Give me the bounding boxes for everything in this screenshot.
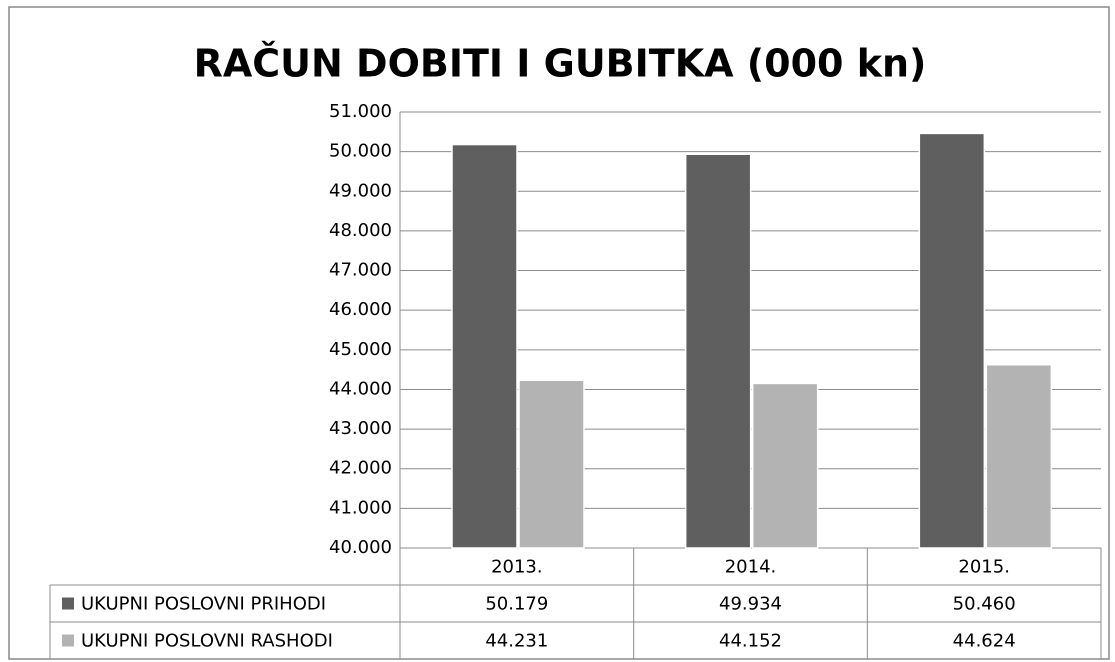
y-tick-label: 45.000 bbox=[329, 339, 392, 360]
y-tick-label: 50.000 bbox=[329, 141, 392, 162]
legend-key bbox=[62, 634, 74, 647]
data-label: 44.152 bbox=[719, 631, 782, 652]
y-tick-label: 40.000 bbox=[329, 537, 392, 558]
legend-label: UKUPNI POSLOVNI PRIHODI bbox=[81, 594, 326, 615]
x-tick-label: 2015. bbox=[958, 557, 1010, 578]
chart-title: RAČUN DOBITI I GUBITKA (000 kn) bbox=[194, 42, 927, 86]
y-tick-label: 44.000 bbox=[329, 378, 392, 399]
bar bbox=[451, 143, 518, 549]
bar bbox=[918, 132, 986, 549]
y-tick-label: 42.000 bbox=[329, 458, 392, 479]
y-tick-label: 46.000 bbox=[329, 299, 392, 320]
y-tick-label: 49.000 bbox=[329, 180, 392, 201]
bar bbox=[518, 379, 585, 549]
data-label: 44.624 bbox=[953, 631, 1016, 652]
bar bbox=[751, 382, 819, 549]
data-label: 50.179 bbox=[485, 594, 548, 615]
bar bbox=[985, 363, 1053, 549]
y-tick-label: 51.000 bbox=[329, 101, 392, 122]
bar bbox=[684, 153, 752, 549]
legend-label: UKUPNI POSLOVNI RASHODI bbox=[81, 631, 333, 652]
y-tick-label: 48.000 bbox=[329, 220, 392, 241]
x-tick-label: 2014. bbox=[725, 557, 777, 578]
data-label: 44.231 bbox=[485, 631, 548, 652]
y-tick-label: 41.000 bbox=[329, 497, 392, 518]
data-label: 50.460 bbox=[953, 594, 1016, 615]
y-tick-label: 43.000 bbox=[329, 418, 392, 439]
y-tick-label: 47.000 bbox=[329, 260, 392, 281]
data-label: 49.934 bbox=[719, 594, 782, 615]
x-tick-label: 2013. bbox=[491, 557, 543, 578]
legend-key bbox=[62, 597, 74, 610]
